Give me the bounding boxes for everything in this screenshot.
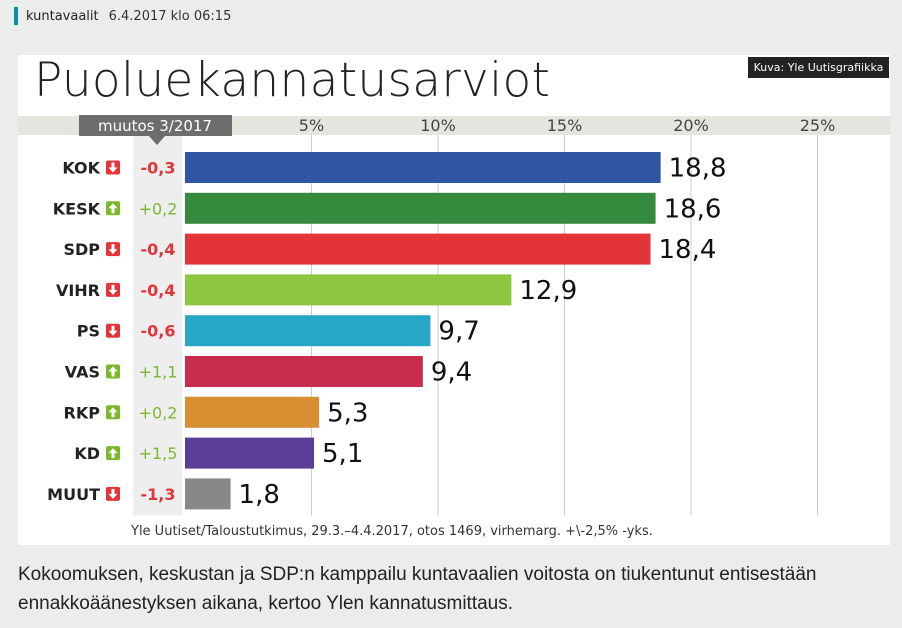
tick-label: 15% — [547, 116, 583, 135]
arrow-icon-glyph — [108, 203, 118, 214]
party-label: KESK — [53, 199, 101, 218]
value-label: 5,3 — [327, 398, 368, 428]
party-label: MUUT — [47, 485, 100, 504]
arrow-up-icon — [106, 405, 120, 420]
bar — [185, 356, 423, 387]
tick-label: 20% — [673, 116, 709, 135]
party-label: RKP — [64, 403, 101, 422]
chart-source: Yle Uutiset/Taloustutkimus, 29.3.–4.4.20… — [131, 524, 653, 539]
bar — [185, 152, 661, 183]
category-label[interactable]: kuntavaalit — [26, 8, 99, 24]
change-value: -0,3 — [141, 159, 176, 178]
value-label: 9,7 — [438, 317, 479, 347]
bar-chart: 5% 10% 15% 20% 25% muutos 3/2017 KOK -0,3 18,8 KE… — [18, 115, 890, 516]
tick-label: 10% — [420, 116, 456, 135]
bar — [185, 233, 651, 265]
arrow-icon-glyph — [108, 244, 118, 255]
value-label: 9,4 — [431, 358, 472, 388]
arrow-icon-glyph — [108, 284, 118, 295]
arrow-icon-glyph — [108, 407, 118, 418]
party-label: KOK — [62, 159, 100, 178]
bar — [185, 437, 315, 469]
value-label: 18,8 — [669, 154, 727, 184]
category-marker — [14, 7, 18, 25]
party-label: VAS — [65, 363, 100, 382]
arrow-down-icon — [106, 486, 120, 501]
value-label: 1,8 — [239, 480, 280, 510]
article-caption: Kokoomuksen, keskustan ja SDP:n kamppail… — [18, 564, 817, 614]
arrow-down-icon — [106, 242, 120, 257]
bar — [185, 478, 231, 510]
change-column-header: muutos 3/2017 — [79, 115, 232, 145]
value-label: 18,6 — [664, 194, 722, 224]
change-value: -0,6 — [141, 322, 176, 341]
change-value: +1,1 — [139, 363, 178, 382]
axis-band — [18, 116, 890, 135]
change-column-bg — [133, 135, 182, 516]
arrow-up-icon — [106, 364, 120, 379]
arrow-down-icon — [106, 323, 120, 338]
bar — [185, 274, 512, 306]
change-header-pointer — [149, 136, 165, 145]
arrow-icon-glyph — [108, 488, 118, 499]
chart-figure: Puoluekannatusarviot 5% 10% 15% 20% 25% muuto… — [18, 55, 890, 545]
arrow-up-icon — [106, 201, 120, 216]
arrow-down-icon — [106, 160, 120, 175]
bar — [185, 192, 656, 224]
change-value: -0,4 — [141, 281, 176, 300]
bar — [185, 315, 431, 347]
change-value: +1,5 — [139, 444, 178, 463]
article-meta: kuntavaalit 6.4.2017 klo 06:15 — [14, 6, 231, 26]
arrow-icon-glyph — [108, 325, 118, 336]
publish-date: 6.4.2017 klo 06:15 — [108, 8, 232, 24]
arrow-icon-glyph — [108, 162, 118, 173]
value-label: 5,1 — [322, 439, 363, 469]
change-value: -0,4 — [141, 240, 176, 259]
party-label: VIHR — [56, 281, 100, 300]
image-credit: Kuva: Yle Uutisgrafiikka — [748, 57, 889, 78]
party-label: KD — [74, 444, 100, 463]
value-label: 12,9 — [519, 276, 577, 306]
arrow-up-icon — [106, 446, 120, 461]
value-label: 18,4 — [659, 235, 717, 265]
chart-title: Puoluekannatusarviot — [34, 55, 551, 108]
change-header-bg — [79, 115, 232, 136]
change-value: -1,3 — [141, 485, 176, 504]
change-header-text: muutos 3/2017 — [98, 117, 212, 135]
change-value: +0,2 — [139, 199, 178, 218]
party-label: SDP — [63, 240, 100, 259]
tick-label: 5% — [299, 116, 324, 135]
arrow-down-icon — [106, 282, 120, 297]
arrow-icon-glyph — [108, 448, 118, 459]
party-label: PS — [77, 322, 100, 341]
change-value: +0,2 — [139, 403, 178, 422]
bar — [185, 396, 320, 428]
arrow-icon-glyph — [108, 366, 118, 377]
tick-label: 25% — [800, 116, 836, 135]
